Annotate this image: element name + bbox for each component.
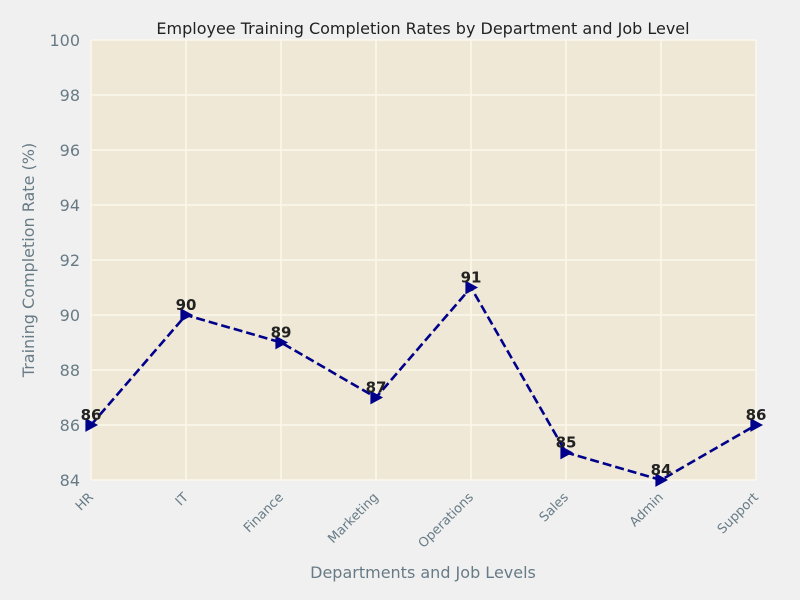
data-point-marker (750, 418, 764, 432)
data-label: 90 (176, 296, 197, 314)
x-axis-label: Departments and Job Levels (310, 563, 536, 582)
y-axis-ticks: 84 86 88 90 92 94 96 98 100 (49, 31, 80, 490)
data-point-marker (465, 280, 479, 295)
y-tick-label: 94 (60, 196, 80, 215)
chart-title: Employee Training Completion Rates by De… (156, 19, 689, 38)
data-label: 86 (746, 406, 767, 424)
y-tick-label: 98 (60, 86, 80, 105)
data-point-marker (655, 473, 669, 487)
data-label: 91 (461, 269, 482, 287)
y-tick-label: 92 (60, 251, 80, 270)
data-label: 86 (81, 406, 102, 424)
grid-lines (90, 39, 757, 481)
y-tick-label: 96 (60, 141, 80, 160)
data-labels: 86 90 89 87 91 85 84 86 (81, 269, 767, 480)
data-label: 85 (556, 434, 577, 452)
data-point-marker (560, 445, 574, 460)
data-point-marker (370, 390, 384, 405)
y-tick-label: 90 (60, 306, 80, 325)
data-label: 84 (651, 461, 672, 479)
data-point-marker (85, 418, 99, 432)
data-label: 87 (366, 379, 387, 397)
y-axis-label: Training Completion Rate (%) (19, 143, 38, 378)
data-point-marker (275, 335, 289, 350)
series-line (90, 285, 757, 482)
y-tick-label: 100 (49, 31, 80, 50)
y-tick-label: 86 (60, 416, 80, 435)
data-label: 89 (271, 324, 292, 342)
data-point-marker (180, 308, 194, 322)
y-tick-label: 84 (60, 471, 80, 490)
y-tick-label: 88 (60, 361, 80, 380)
series-line-group (85, 280, 764, 487)
